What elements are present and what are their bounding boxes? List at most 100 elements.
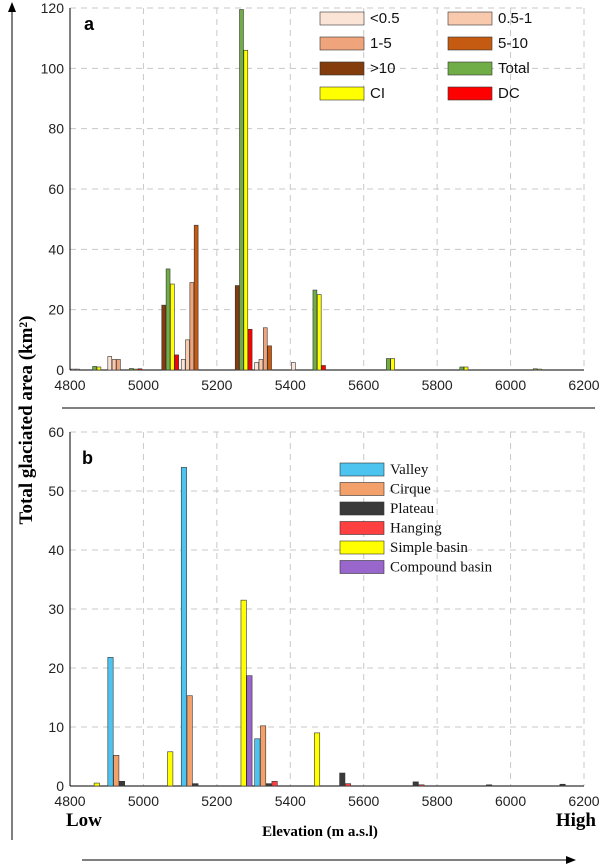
low-high-arrow-head	[566, 856, 576, 864]
bar-ci-5050	[170, 283, 175, 371]
y-tick-label: 60	[48, 181, 64, 197]
bar-plateau-5150	[192, 783, 199, 787]
bar-ci-5250	[243, 49, 249, 371]
legend-swatch	[339, 462, 385, 477]
x-tick-label: 6000	[495, 377, 526, 393]
legend: Valley Cirque Plateau Hanging Simple basin Co…	[339, 462, 493, 576]
panel-b-chart: 0 10 20 30 40 50 60 4800 5000 5200 5400 5600 5800 600…	[48, 424, 599, 809]
legend-swatch	[339, 560, 385, 574]
legend: <0.5 0.5-1 1-5 5-10 >10 Total CI DC	[319, 10, 532, 102]
legend-label: DC	[498, 85, 520, 102]
bar-plateau-5550	[339, 772, 346, 787]
bar-total-5850	[459, 366, 465, 371]
bar-ci-5650	[390, 358, 395, 371]
legend-swatch	[447, 36, 493, 51]
bar-0-5-1-5350	[258, 359, 264, 371]
legend-swatch	[447, 61, 493, 76]
legend-swatch	[319, 36, 365, 51]
legend-label: 5-10	[498, 35, 528, 52]
legend-label: Cirque	[390, 482, 431, 498]
panel-label: b	[82, 448, 93, 468]
bar--0-5-5450	[291, 362, 296, 371]
bar-ci-6050	[537, 368, 542, 371]
y-tick-label: 10	[48, 719, 64, 735]
bar-dc-5450	[321, 365, 326, 371]
legend-swatch	[339, 501, 385, 516]
bar-0-5-1-4850	[75, 368, 80, 371]
bar-ci-4950	[133, 368, 138, 371]
panel-label: a	[84, 14, 95, 34]
bar--0-5-4950	[107, 356, 113, 371]
bar--0-5-5350	[254, 362, 259, 371]
legend-swatch	[447, 86, 493, 101]
y-tick-label: 60	[48, 424, 64, 440]
x-tick-label: 5000	[128, 793, 159, 809]
legend-label: Plateau	[390, 501, 435, 517]
y-tick-label: 80	[48, 121, 64, 137]
bar-5-10-5350	[267, 345, 272, 371]
legend-swatch	[319, 86, 365, 101]
bar-0-5-1-5150	[185, 339, 190, 371]
legend-label: Hanging	[390, 521, 442, 537]
legend-label: 1-5	[370, 35, 392, 52]
legend-label: Compound basin	[390, 560, 493, 576]
bar-total-4950	[129, 368, 134, 371]
bar-dc-5250	[247, 328, 253, 371]
x-tick-label: 5000	[128, 377, 159, 393]
x-tick-label: 4800	[54, 377, 85, 393]
legend-swatch	[339, 521, 385, 535]
bar-plateau-5750	[412, 781, 419, 787]
bar-1-5-5150	[189, 282, 195, 371]
bar-5-10-5150	[193, 224, 199, 371]
y-tick-label: 50	[48, 483, 64, 499]
bar-cirque-5350	[260, 725, 267, 787]
bar-valley-5150	[180, 467, 187, 787]
x-tick-label: 6200	[568, 793, 599, 809]
bar-total-5450	[312, 289, 318, 371]
x-tick-label: 6200	[568, 377, 599, 393]
bar-valley-4950	[107, 657, 114, 787]
bar-valley-5350	[254, 738, 261, 787]
bar-simple-basin-5450	[314, 732, 321, 787]
bar-plateau-6150	[559, 783, 566, 787]
y-tick-label: 20	[48, 660, 64, 676]
y-tick-label: 120	[41, 0, 65, 16]
bar--10-5050	[161, 304, 166, 371]
bar-1-5-4950	[116, 359, 121, 371]
y-tick-label: 0	[56, 362, 64, 378]
y-tick-label: 100	[41, 60, 65, 76]
legend-label: 0.5-1	[498, 10, 532, 27]
bar-simple-basin-5250	[240, 599, 247, 787]
y-tick-label: 40	[48, 241, 64, 257]
x-tick-label: 5400	[275, 793, 306, 809]
bar-ci-5450	[316, 294, 322, 371]
bar-ci-5850	[463, 366, 469, 371]
x-tick-label: 5200	[201, 793, 232, 809]
bar--0-5-5150	[180, 359, 186, 371]
y-axis-arrow-head	[8, 2, 16, 12]
bar-hanging-5750	[418, 784, 425, 787]
x-tick-label: 5400	[275, 377, 306, 393]
legend-label: Valley	[390, 462, 429, 478]
x-tick-label: 5600	[348, 793, 379, 809]
legend-label: Total	[498, 60, 530, 77]
bar-simple-basin-5050	[167, 751, 174, 787]
low-label: Low	[66, 810, 102, 831]
x-tick-label: 5800	[422, 793, 453, 809]
x-tick-label: 4800	[54, 793, 85, 809]
panel-a-chart: 0 20 40 60 80 100 120 4800 5000 5200 5400 5600 5800 6…	[41, 0, 600, 393]
bar-hanging-5550	[345, 783, 352, 787]
y-axis-label: Total glaciated area (km²)	[16, 316, 37, 525]
bar-1-5-5350	[263, 327, 268, 371]
bar-dc-5050	[174, 354, 179, 371]
bar-total-4850	[92, 366, 97, 371]
y-tick-label: 40	[48, 542, 64, 558]
legend-swatch	[319, 61, 365, 76]
legend-swatch	[319, 11, 365, 26]
bar-0-5-1-4950	[111, 359, 117, 371]
y-tick-label: 30	[48, 601, 64, 617]
bar-cirque-5150	[186, 695, 193, 787]
bar--0-5-4850	[70, 368, 76, 371]
legend-label: <0.5	[370, 10, 400, 27]
